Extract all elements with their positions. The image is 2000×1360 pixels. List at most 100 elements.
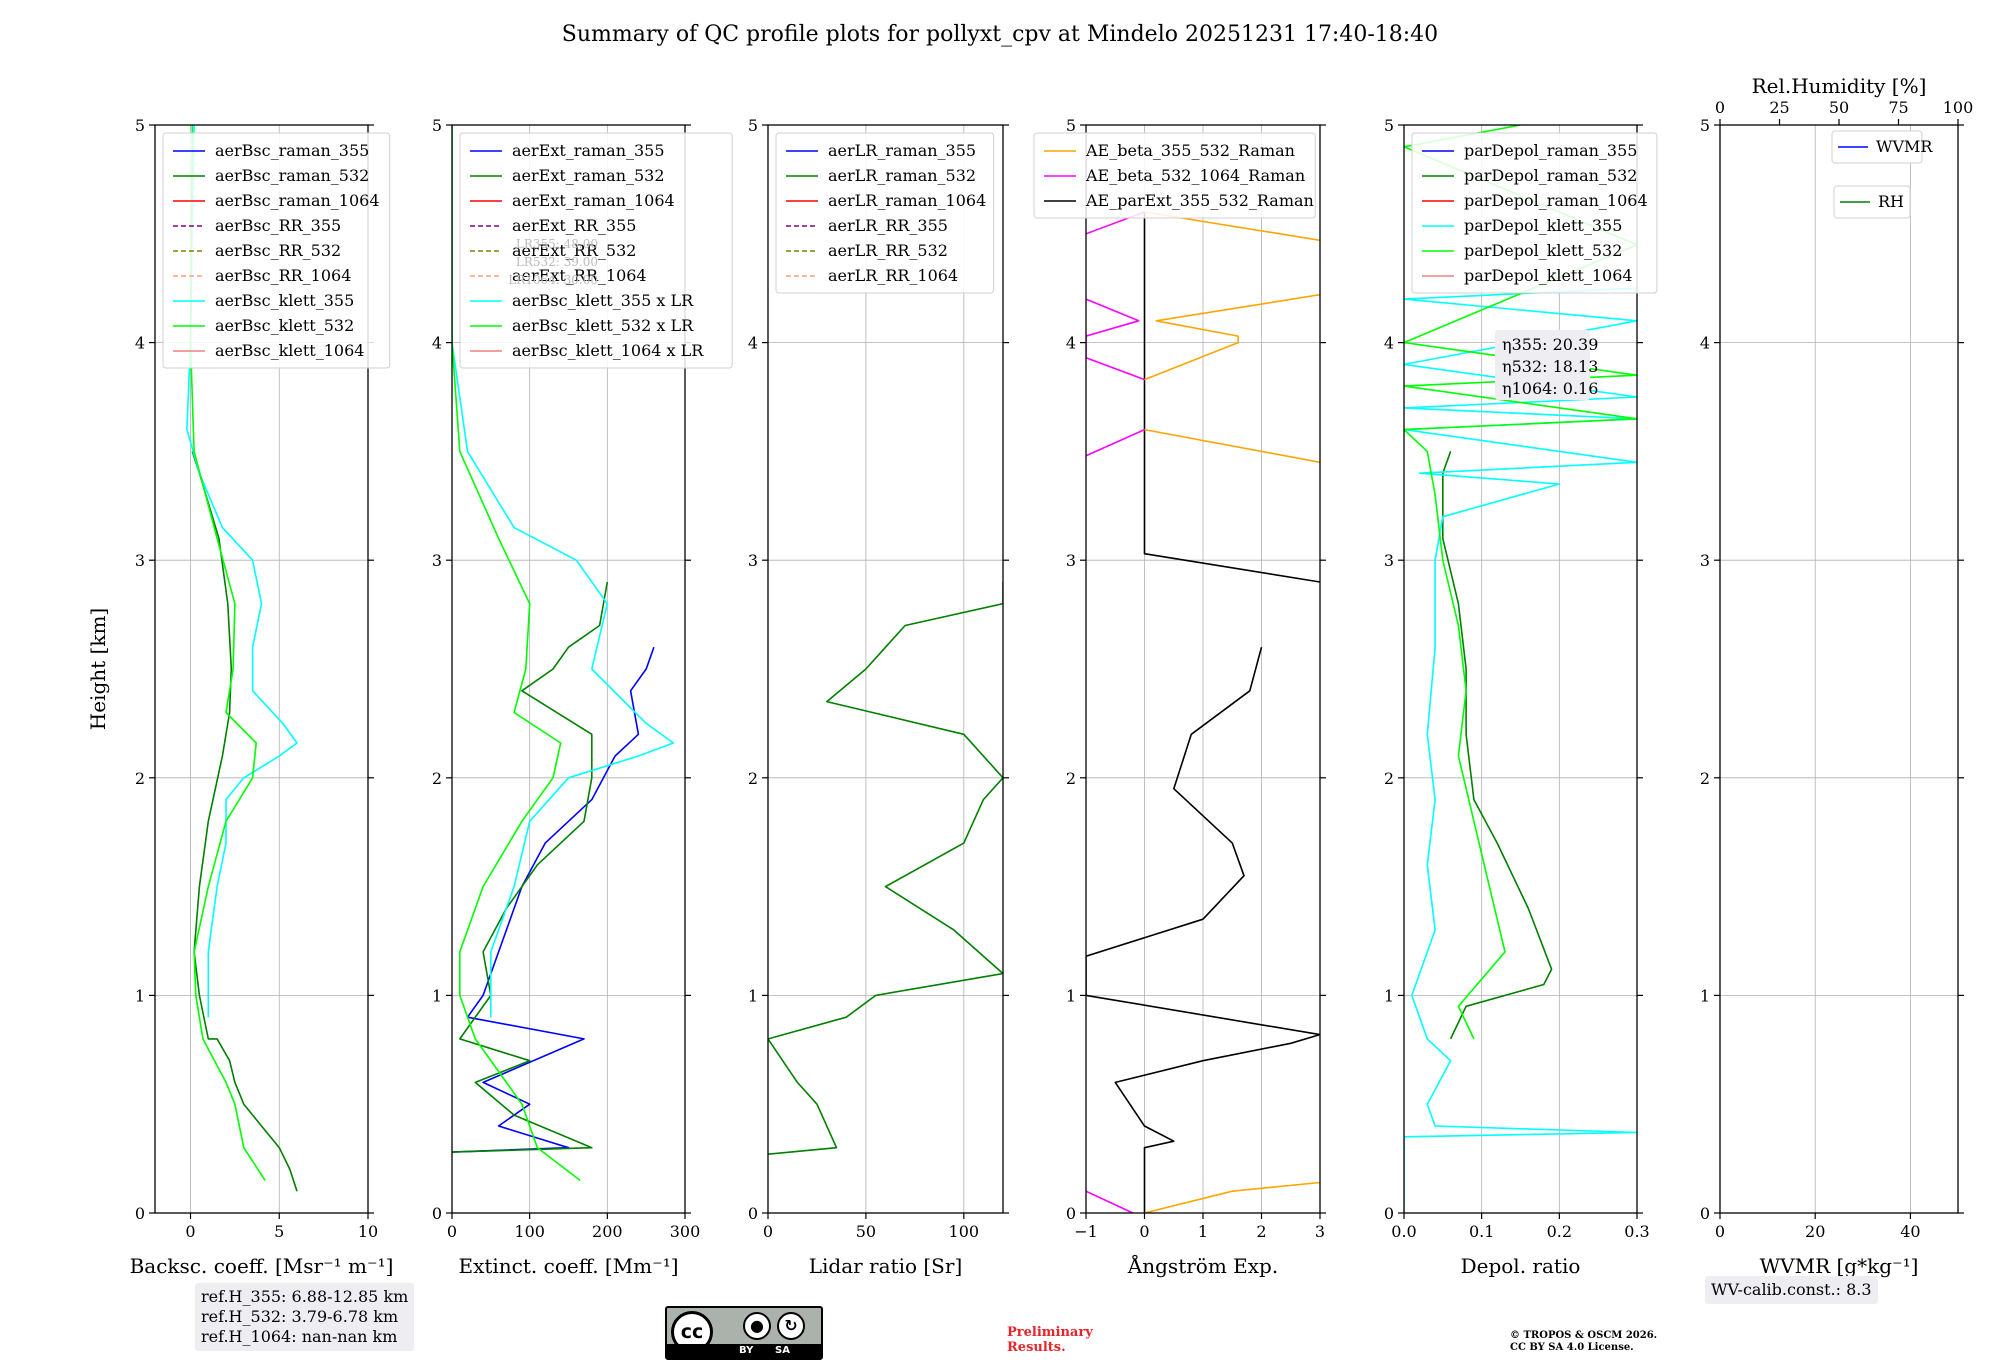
series-AE_beta_355_532_Raman	[1144, 1181, 1320, 1213]
ytick-label: 2	[1384, 769, 1394, 788]
y-axis-label: Height [km]	[86, 608, 110, 730]
ytick-label: 5	[432, 116, 442, 135]
ref-height-532: ref.H_532: 3.79-6.78 km	[201, 1307, 399, 1326]
ytick-label: 3	[748, 551, 758, 570]
series-group	[1086, 211, 1320, 1213]
ytick-label: 2	[432, 769, 442, 788]
series-aerBsc_klett_355	[186, 125, 298, 1018]
series-AE_beta_532_1064_Raman	[1086, 1190, 1134, 1213]
legend-entry: aerBsc_RR_1064	[215, 266, 351, 285]
legend-entry: parDepol_raman_1064	[1464, 191, 1648, 210]
series-AE_parExt_355_532_Raman	[1086, 646, 1320, 1213]
ytick-label: 0	[1700, 1204, 1710, 1223]
xtick-label: 50	[856, 1222, 876, 1241]
legend: AE_beta_355_532_Raman AE_beta_532_1064_Ra…	[1033, 132, 1316, 219]
legend-entry: aerBsc_klett_1064 x LR	[512, 341, 704, 360]
legend-entry: parDepol_raman_532	[1464, 166, 1637, 185]
ytick-label: 5	[1066, 116, 1076, 135]
ytick-label: 0	[1066, 1204, 1076, 1223]
cc-license-badge: cc ● ↻ BY SA	[665, 1306, 823, 1360]
series-group	[186, 125, 298, 1192]
legend-entry: parDepol_klett_532	[1464, 241, 1622, 260]
series-AE_beta_532_1064_Raman_mid	[1086, 428, 1145, 457]
x-axis-label: Depol. ratio	[1461, 1254, 1581, 1278]
legend-entry: aerLR_RR_1064	[828, 266, 958, 285]
ytick-label: 0	[748, 1204, 758, 1223]
ytick-label: 1	[748, 986, 758, 1005]
panel-backscatter: 0 1 2 3 4 5 0 5 10 Backsc. coeff. [Msr⁻¹ m⁻¹] aerB…	[130, 116, 394, 1278]
series-parDepol_klett_532	[1404, 125, 1637, 1040]
legend-entry: parDepol_raman_355	[1464, 141, 1637, 160]
series-parDepol_raman_532	[1442, 451, 1553, 1040]
cc-by-label: BY	[739, 1345, 754, 1356]
legend-entry: parDepol_klett_355	[1464, 216, 1622, 235]
ytick-label: 0	[1384, 1204, 1394, 1223]
legend-entry: aerExt_RR_532	[512, 241, 636, 260]
legend-entry: aerLR_raman_355	[828, 141, 976, 160]
cc-sa-label: SA	[775, 1345, 790, 1356]
legend: aerBsc_raman_355 aerBsc_raman_532 aerBsc_r…	[162, 132, 391, 369]
legend-entry: aerExt_RR_1064	[512, 266, 647, 285]
series-aerBsc_klett_532	[189, 125, 266, 1181]
ytick-label: 5	[748, 116, 758, 135]
series-aerBsc_klett_355 x LR	[452, 125, 675, 1018]
xtick-label: 200	[592, 1222, 623, 1241]
series-aerExt_raman_355	[452, 646, 655, 1153]
ytick-label: 2	[748, 769, 758, 788]
legend-entry: aerBsc_klett_355	[215, 291, 354, 310]
ytick-label: 1	[1066, 986, 1076, 1005]
series-parDepol_klett_355	[1404, 287, 1637, 1213]
ytick-label: 2	[1066, 769, 1076, 788]
ytick-label: 4	[1384, 334, 1394, 353]
legend-entry: aerExt_raman_1064	[512, 191, 675, 210]
legend: parDepol_raman_355 parDepol_raman_532 parD…	[1411, 132, 1658, 294]
axes-frame	[1085, 124, 1321, 1214]
ytick-label: 1	[135, 986, 145, 1005]
ytick-label: 1	[432, 986, 442, 1005]
xtick-label: 3	[1315, 1222, 1325, 1241]
legend-box-rh	[1833, 185, 1911, 219]
copyright-line-2: CC BY SA 4.0 License.	[1510, 1342, 1634, 1353]
xtick-label: 300	[670, 1222, 701, 1241]
copyright-line-1: © TROPOS & OSCM 2026.	[1510, 1330, 1658, 1341]
series-AE_beta_355_532_Raman_upper	[1144, 428, 1320, 464]
ytick-label: 4	[1066, 334, 1076, 353]
attribution-icon: ●	[743, 1312, 771, 1340]
figure-title: Summary of QC profile plots for pollyxt_…	[561, 22, 1439, 47]
legend-entry: aerBsc_raman_355	[215, 141, 369, 160]
legend-entry: aerLR_RR_355	[828, 216, 948, 235]
xtick-label: −1	[1074, 1222, 1098, 1241]
xtick-label: 0.2	[1547, 1222, 1572, 1241]
eta-annotation: η355: 20.39	[1502, 335, 1598, 354]
legend-entry: AE_beta_355_532_Raman	[1085, 141, 1295, 160]
legend-box	[775, 132, 995, 294]
xtick-label: 0.3	[1624, 1222, 1649, 1241]
axes-frame	[1403, 124, 1638, 1214]
legend-entry: AE_beta_532_1064_Raman	[1085, 166, 1305, 185]
ytick-label: 2	[1700, 769, 1710, 788]
legend-box	[162, 132, 391, 369]
axes-frame	[154, 124, 369, 1214]
ytick-label: 3	[1066, 551, 1076, 570]
panel-depolarization: 0 1 2 3 4 5 0.0 0.1 0.2 0.3 Depol. ratio parDepol_r…	[1384, 116, 1658, 1278]
series-aerBsc_raman_532	[191, 451, 298, 1192]
xtick-label: 1	[1198, 1222, 1208, 1241]
legend: WVMR RH	[1831, 130, 1933, 219]
legend-entry: parDepol_klett_1064	[1464, 266, 1633, 285]
series-AE_beta_355_532_Raman_mid	[1144, 293, 1320, 381]
xtick-label: 0	[1715, 1222, 1725, 1241]
ytick-label: 3	[135, 551, 145, 570]
ytick-label: 0	[135, 1204, 145, 1223]
wv-calibration-constant: WV-calib.const.: 8.3	[1711, 1280, 1872, 1299]
ytick-label: 0	[432, 1204, 442, 1223]
ytick-label: 5	[1384, 116, 1394, 135]
x-axis-label: WVMR [g*kg⁻¹]	[1760, 1254, 1919, 1278]
legend: aerExt_raman_355 aerExt_raman_532 aerExt_r…	[459, 132, 733, 369]
top-xtick-label: 50	[1829, 98, 1849, 117]
legend-entry: AE_parExt_355_532_Raman	[1085, 191, 1314, 210]
lr-annotation: LR1064: 30.00	[508, 273, 598, 287]
x-axis-label: Extinct. coeff. [Mm⁻¹]	[458, 1254, 678, 1278]
ytick-label: 1	[1700, 986, 1710, 1005]
